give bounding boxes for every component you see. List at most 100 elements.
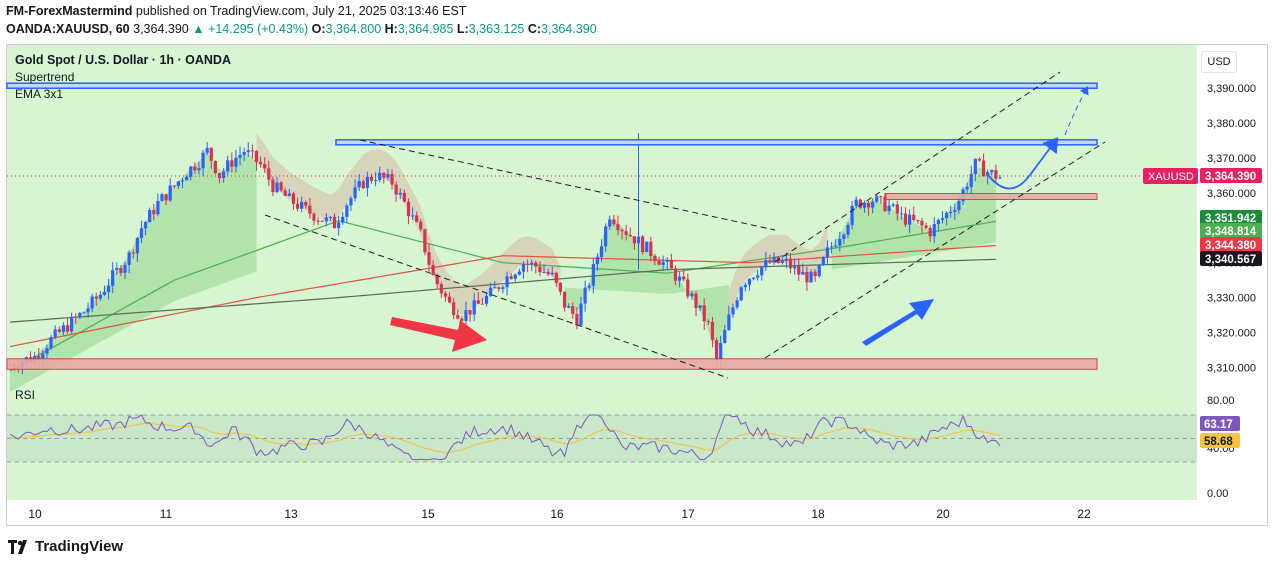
candle-body bbox=[94, 296, 98, 299]
candle-body bbox=[944, 212, 949, 219]
candle-body bbox=[977, 158, 982, 161]
candle-body bbox=[41, 353, 45, 359]
candle-body bbox=[378, 173, 382, 181]
candle-body bbox=[78, 312, 82, 318]
candle-body bbox=[49, 337, 53, 349]
candle-body bbox=[899, 213, 904, 215]
candle-body bbox=[205, 147, 209, 153]
candle-body bbox=[953, 210, 957, 213]
candle-body bbox=[702, 305, 706, 322]
price-tag-bg bbox=[1200, 223, 1262, 238]
candle-body bbox=[460, 318, 464, 321]
candle-body bbox=[554, 272, 558, 283]
candle-body bbox=[37, 356, 41, 359]
candle-body bbox=[283, 190, 287, 196]
candle-body bbox=[731, 307, 735, 315]
candle-body bbox=[345, 205, 349, 217]
candle-body bbox=[973, 158, 977, 174]
candle-body bbox=[349, 198, 353, 206]
x-tick-label: 16 bbox=[550, 507, 564, 521]
candle-body bbox=[341, 216, 345, 223]
currency-button[interactable]: USD bbox=[1201, 51, 1237, 73]
candle-body bbox=[940, 218, 945, 220]
indicator-ema[interactable]: EMA 3x1 bbox=[15, 87, 64, 101]
candle-body bbox=[193, 166, 197, 171]
price-tag-bg bbox=[1200, 237, 1262, 252]
candle-body bbox=[258, 162, 263, 165]
candle-body bbox=[197, 168, 201, 171]
candle-body bbox=[883, 196, 887, 212]
x-tick-label: 20 bbox=[936, 507, 950, 521]
candle-body bbox=[760, 267, 764, 276]
candle-body bbox=[324, 217, 328, 222]
candle-body bbox=[768, 260, 772, 263]
candle-body bbox=[263, 164, 267, 169]
y-tick-label: 3,320.000 bbox=[1207, 328, 1256, 340]
candle-body bbox=[764, 260, 768, 268]
candle-body bbox=[862, 202, 867, 208]
price-tag-text: 3,364.390 bbox=[1205, 171, 1256, 183]
red-arrow bbox=[390, 317, 487, 352]
support-zone bbox=[6, 358, 1098, 370]
candle-body bbox=[936, 219, 940, 224]
candle-body bbox=[587, 285, 591, 288]
candle-body bbox=[797, 266, 801, 275]
channel-upper-down bbox=[359, 139, 776, 231]
candle-body bbox=[156, 201, 160, 215]
supertrend-fill-5 bbox=[831, 167, 996, 270]
candle-body bbox=[912, 214, 916, 221]
candle-body bbox=[468, 310, 472, 315]
candle-body bbox=[152, 209, 156, 215]
candle-body bbox=[65, 325, 70, 332]
candle-body bbox=[180, 180, 185, 182]
candle-body bbox=[476, 300, 480, 304]
resistance-upper-line bbox=[6, 82, 1098, 89]
high-label: H: bbox=[384, 22, 398, 36]
candle-body bbox=[727, 314, 731, 330]
indicator-rsi[interactable]: RSI bbox=[15, 388, 36, 402]
candle-body bbox=[682, 276, 686, 280]
symbol-tag-bg bbox=[1143, 168, 1198, 184]
rsi-value-text: 63.17 bbox=[1204, 419, 1233, 431]
candle-body bbox=[226, 160, 230, 172]
author-name[interactable]: FM-ForexMastermind bbox=[6, 4, 133, 18]
candle-body bbox=[530, 262, 534, 265]
candle-body bbox=[472, 300, 476, 315]
price-tag: XAUUSD 3,364.390 bbox=[1143, 168, 1262, 184]
candle-body bbox=[57, 329, 61, 332]
candle-body bbox=[793, 266, 797, 269]
candle-body bbox=[928, 227, 932, 237]
indicator-supertrend[interactable]: Supertrend bbox=[15, 70, 75, 84]
candle-body bbox=[332, 216, 337, 229]
candle-body bbox=[443, 293, 448, 297]
symbol-tag-text: XAUUSD bbox=[1148, 171, 1194, 183]
candle-body bbox=[788, 258, 793, 269]
candle-body bbox=[920, 220, 924, 226]
candle-body bbox=[106, 285, 111, 292]
candle-body bbox=[374, 180, 378, 182]
price-tag-text: 3,344.380 bbox=[1205, 240, 1256, 252]
x-tick-label: 10 bbox=[28, 507, 42, 521]
candle-body bbox=[743, 284, 747, 288]
candle-body bbox=[641, 236, 645, 252]
tradingview-logo[interactable]: TradingView bbox=[8, 538, 123, 555]
candle-body bbox=[172, 185, 176, 187]
candle-body bbox=[994, 170, 998, 179]
candle-body bbox=[735, 300, 739, 308]
candle-body bbox=[139, 228, 144, 238]
candle-body bbox=[254, 151, 259, 163]
candle-body bbox=[398, 192, 402, 195]
x-tick-label: 18 bbox=[811, 507, 825, 521]
candle-body bbox=[123, 264, 127, 273]
candle-body bbox=[160, 194, 164, 202]
candle-body bbox=[402, 192, 406, 202]
price-change: +14.295 (+0.43%) bbox=[208, 22, 309, 36]
price-tag-bg bbox=[1200, 210, 1262, 225]
candle-body bbox=[673, 268, 678, 281]
candle-body bbox=[854, 199, 858, 206]
candle-body bbox=[891, 204, 895, 206]
candle-body bbox=[517, 271, 521, 275]
candle-body bbox=[74, 316, 78, 318]
candle-body bbox=[246, 150, 250, 153]
